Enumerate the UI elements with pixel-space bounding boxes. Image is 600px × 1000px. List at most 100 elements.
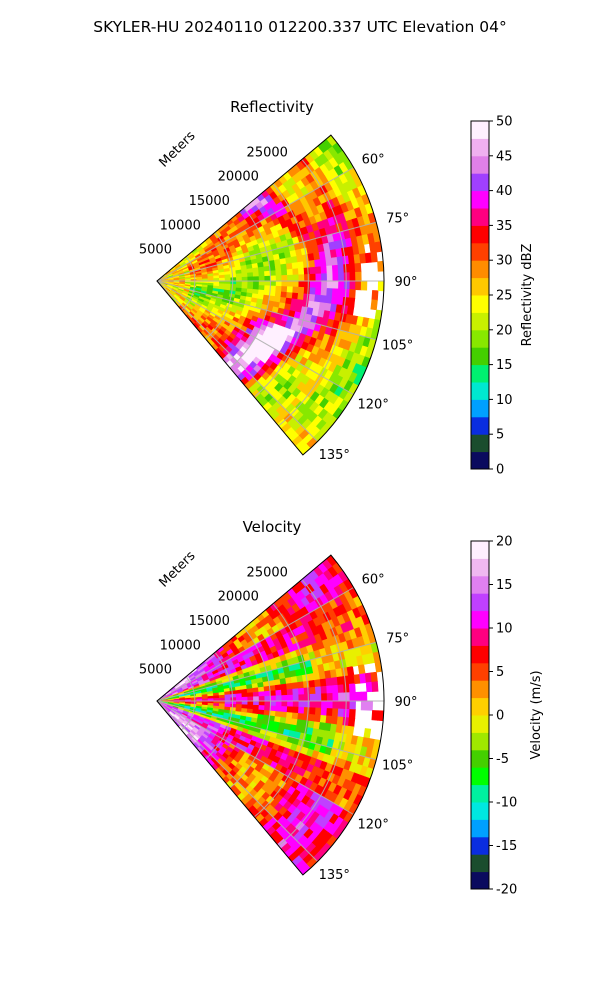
colorbar-swatch: [471, 697, 489, 716]
data-cell: [308, 259, 316, 268]
data-cell: [343, 263, 351, 274]
data-cell: [275, 689, 283, 697]
data-cell: [252, 687, 260, 693]
data-cell: [235, 693, 243, 698]
data-cell: [314, 294, 322, 303]
reflectivity-panel: Reflectivity 5000 10000 15000 20000 25000 60…: [139, 98, 535, 478]
data-cell: [360, 280, 368, 291]
colorbar-swatch: [471, 871, 489, 890]
azimuth-tick-label: 75°: [386, 212, 409, 227]
data-cell: [241, 272, 249, 278]
data-cell: [281, 706, 288, 713]
data-cell: [303, 287, 311, 295]
radial-axis-label: Meters: [157, 128, 199, 170]
data-cell: [309, 693, 317, 702]
colorbar-tick-label: 40: [496, 184, 513, 199]
radial-tick-label: 25000: [247, 145, 288, 160]
data-cell: [302, 713, 310, 722]
data-cell: [264, 705, 271, 712]
data-cell: [326, 288, 334, 297]
data-cell: [258, 271, 266, 277]
colorbar-tick-label: 0: [496, 709, 504, 724]
data-cell: [308, 714, 316, 723]
data-cell: [241, 692, 249, 698]
data-cell: [297, 681, 305, 689]
data-cell: [346, 725, 355, 736]
data-cell: [281, 700, 288, 708]
data-cell: [257, 266, 265, 273]
data-cell: [314, 259, 322, 268]
data-cell: [253, 276, 260, 282]
data-cell: [298, 267, 305, 276]
data-cell: [275, 269, 283, 277]
data-cell: [349, 692, 356, 702]
azimuth-gridline: [156, 700, 377, 761]
data-cell: [343, 280, 351, 290]
data-cell: [263, 265, 271, 272]
data-cell: [309, 700, 317, 709]
data-cell: [281, 286, 288, 293]
data-cell: [264, 280, 271, 287]
data-cell: [291, 682, 299, 690]
data-cell: [326, 685, 334, 694]
reflectivity-colorbar: 0 5 10 15 20 25 30 35 40 45 50: [470, 115, 513, 478]
colorbar-swatch: [471, 715, 489, 733]
colorbar-swatch: [471, 260, 489, 279]
range-gridline: [229, 207, 271, 369]
data-cell: [347, 717, 356, 728]
data-cell: [370, 671, 378, 683]
azimuth-gridline: [156, 280, 377, 341]
azimuth-tick-label: 60°: [362, 573, 385, 588]
colorbar-tick-label: -20: [496, 883, 517, 898]
colorbar-swatch: [471, 767, 489, 786]
data-cell: [355, 691, 362, 702]
azimuth-gridline: [156, 700, 354, 815]
data-cell: [292, 280, 300, 288]
colorbar-swatch: [471, 155, 489, 174]
colorbar-swatch: [471, 610, 489, 629]
colorbar-label: Reflectivity dBZ: [520, 244, 535, 347]
data-cell: [332, 692, 339, 702]
reflectivity-wedge: [156, 134, 385, 456]
data-cell: [331, 708, 339, 718]
data-cell: [275, 700, 283, 707]
velocity-panel: Velocity 5000 10000 15000 20000 25000 60° 75°…: [139, 518, 544, 898]
data-cell: [292, 706, 300, 714]
colorbar-tick-label: 5: [496, 665, 504, 680]
colorbar-tick-label: 35: [496, 219, 513, 234]
data-cell: [258, 280, 266, 287]
data-cell: [258, 275, 266, 282]
data-cell: [241, 276, 249, 282]
colorbar-swatch: [471, 347, 489, 366]
data-cell: [365, 681, 373, 693]
data-cell: [235, 273, 243, 278]
colorbar-swatch: [471, 382, 489, 400]
azimuth-gridline: [156, 167, 354, 282]
data-cell: [321, 700, 328, 709]
data-cell: [321, 280, 328, 289]
reflectivity-radial-ticks: 5000 10000 15000 20000 25000: [139, 145, 288, 257]
colorbar-swatch: [471, 434, 489, 453]
colorbar-swatch: [471, 225, 489, 244]
azimuth-tick-label: 90°: [394, 695, 417, 710]
data-cell: [309, 273, 317, 282]
data-cell: [247, 276, 254, 282]
data-cell: [274, 684, 282, 691]
data-cell: [315, 700, 322, 709]
data-cell: [357, 664, 366, 675]
data-cell: [252, 267, 260, 273]
colorbar-swatch: [471, 645, 489, 664]
data-cell: [286, 286, 294, 294]
data-cell: [298, 274, 305, 282]
azimuth-gridline: [156, 587, 354, 702]
data-cell: [269, 690, 277, 697]
wedge-outline: [156, 134, 385, 456]
data-cell: [297, 713, 305, 721]
data-cell: [315, 693, 322, 702]
data-cell: [297, 261, 305, 269]
colorbar-tick-label: 30: [496, 254, 513, 269]
radial-tick-label: 20000: [218, 590, 259, 605]
data-cell: [264, 275, 271, 282]
colorbar-swatch: [471, 558, 489, 577]
